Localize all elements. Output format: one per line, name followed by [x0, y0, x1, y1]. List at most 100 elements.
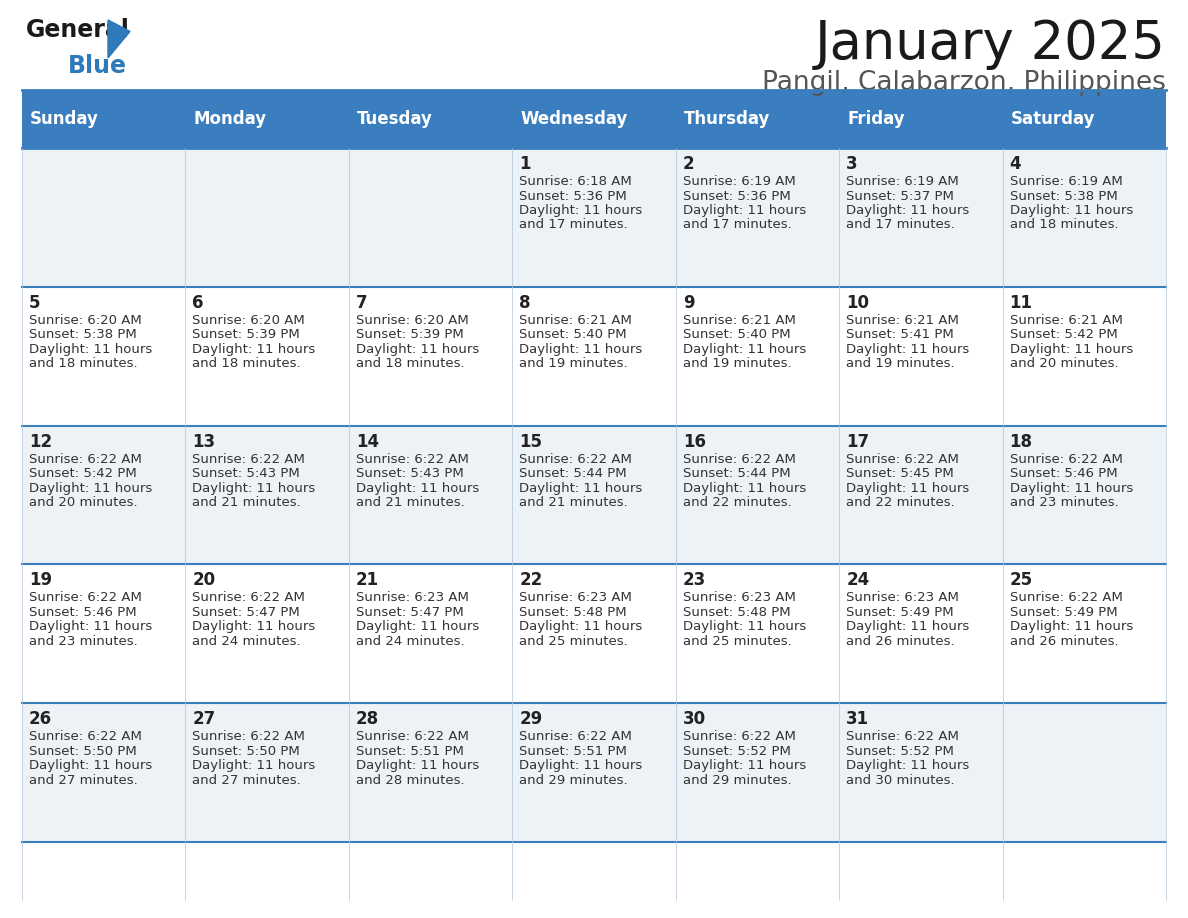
Text: 19: 19 — [29, 571, 52, 589]
Text: Sunset: 5:43 PM: Sunset: 5:43 PM — [192, 467, 301, 480]
Text: Sunset: 5:41 PM: Sunset: 5:41 PM — [846, 329, 954, 341]
Text: Sunrise: 6:22 AM: Sunrise: 6:22 AM — [683, 730, 796, 744]
Text: and 17 minutes.: and 17 minutes. — [846, 218, 955, 231]
Bar — [23, 565, 185, 703]
Text: 31: 31 — [846, 711, 870, 728]
Text: Daylight: 11 hours: Daylight: 11 hours — [1010, 204, 1133, 217]
Bar — [1003, 565, 1165, 703]
Text: and 23 minutes.: and 23 minutes. — [1010, 496, 1118, 509]
Text: and 19 minutes.: and 19 minutes. — [519, 357, 628, 370]
Text: and 17 minutes.: and 17 minutes. — [683, 218, 791, 231]
Text: Sunrise: 6:23 AM: Sunrise: 6:23 AM — [846, 591, 959, 604]
Text: Sunset: 5:47 PM: Sunset: 5:47 PM — [356, 606, 463, 619]
Bar — [349, 286, 512, 426]
Text: Sunrise: 6:21 AM: Sunrise: 6:21 AM — [846, 314, 959, 327]
Text: Sunrise: 6:22 AM: Sunrise: 6:22 AM — [356, 730, 469, 744]
Text: Daylight: 11 hours: Daylight: 11 hours — [192, 621, 316, 633]
Text: 2: 2 — [683, 155, 694, 173]
Text: 5: 5 — [29, 294, 40, 312]
Text: and 25 minutes.: and 25 minutes. — [683, 635, 791, 648]
Text: Daylight: 11 hours: Daylight: 11 hours — [846, 482, 969, 495]
Text: and 24 minutes.: and 24 minutes. — [356, 635, 465, 648]
Text: 17: 17 — [846, 432, 870, 451]
Text: and 21 minutes.: and 21 minutes. — [356, 496, 465, 509]
Text: and 24 minutes.: and 24 minutes. — [192, 635, 301, 648]
Text: and 26 minutes.: and 26 minutes. — [1010, 635, 1118, 648]
Text: Daylight: 11 hours: Daylight: 11 hours — [29, 759, 152, 772]
Text: Sunrise: 6:22 AM: Sunrise: 6:22 AM — [519, 730, 632, 744]
Text: 9: 9 — [683, 294, 694, 312]
Text: Daylight: 11 hours: Daylight: 11 hours — [683, 759, 805, 772]
Text: and 28 minutes.: and 28 minutes. — [356, 774, 465, 787]
Text: Pangil, Calabarzon, Philippines: Pangil, Calabarzon, Philippines — [763, 70, 1165, 96]
Text: Daylight: 11 hours: Daylight: 11 hours — [1010, 342, 1133, 356]
Bar — [512, 426, 676, 565]
Text: Sunset: 5:46 PM: Sunset: 5:46 PM — [29, 606, 137, 619]
Bar — [512, 703, 676, 842]
Bar — [185, 703, 349, 842]
Text: Sunset: 5:44 PM: Sunset: 5:44 PM — [519, 467, 627, 480]
Text: Daylight: 11 hours: Daylight: 11 hours — [356, 482, 479, 495]
Text: Daylight: 11 hours: Daylight: 11 hours — [192, 482, 316, 495]
Bar — [185, 148, 349, 286]
Text: Sunday: Sunday — [30, 110, 99, 128]
Bar — [349, 90, 512, 148]
Text: Sunrise: 6:19 AM: Sunrise: 6:19 AM — [683, 175, 796, 188]
Text: Daylight: 11 hours: Daylight: 11 hours — [683, 621, 805, 633]
Text: Daylight: 11 hours: Daylight: 11 hours — [683, 482, 805, 495]
Bar — [512, 286, 676, 426]
Text: 15: 15 — [519, 432, 542, 451]
Text: 6: 6 — [192, 294, 204, 312]
Text: Daylight: 11 hours: Daylight: 11 hours — [192, 759, 316, 772]
Text: Sunrise: 6:22 AM: Sunrise: 6:22 AM — [519, 453, 632, 465]
Text: Sunrise: 6:18 AM: Sunrise: 6:18 AM — [519, 175, 632, 188]
Text: Sunset: 5:42 PM: Sunset: 5:42 PM — [29, 467, 137, 480]
Text: Daylight: 11 hours: Daylight: 11 hours — [519, 482, 643, 495]
Bar — [676, 703, 839, 842]
Text: Wednesday: Wednesday — [520, 110, 627, 128]
Bar — [23, 426, 185, 565]
Text: Sunset: 5:40 PM: Sunset: 5:40 PM — [519, 329, 627, 341]
Text: and 26 minutes.: and 26 minutes. — [846, 635, 955, 648]
Text: Daylight: 11 hours: Daylight: 11 hours — [356, 342, 479, 356]
Text: 11: 11 — [1010, 294, 1032, 312]
Text: Daylight: 11 hours: Daylight: 11 hours — [356, 621, 479, 633]
Text: and 29 minutes.: and 29 minutes. — [519, 774, 628, 787]
Text: Sunset: 5:50 PM: Sunset: 5:50 PM — [192, 744, 301, 757]
Text: Tuesday: Tuesday — [356, 110, 432, 128]
Text: Daylight: 11 hours: Daylight: 11 hours — [683, 342, 805, 356]
Text: Daylight: 11 hours: Daylight: 11 hours — [519, 759, 643, 772]
Bar — [676, 286, 839, 426]
Text: Daylight: 11 hours: Daylight: 11 hours — [1010, 621, 1133, 633]
Bar — [349, 426, 512, 565]
Text: and 30 minutes.: and 30 minutes. — [846, 774, 955, 787]
Text: and 18 minutes.: and 18 minutes. — [29, 357, 138, 370]
Text: 22: 22 — [519, 571, 543, 589]
Text: and 22 minutes.: and 22 minutes. — [683, 496, 791, 509]
Text: Sunset: 5:43 PM: Sunset: 5:43 PM — [356, 467, 463, 480]
Bar — [676, 90, 839, 148]
Text: Sunrise: 6:23 AM: Sunrise: 6:23 AM — [683, 591, 796, 604]
Text: Daylight: 11 hours: Daylight: 11 hours — [29, 621, 152, 633]
Text: Sunrise: 6:20 AM: Sunrise: 6:20 AM — [356, 314, 468, 327]
Text: and 17 minutes.: and 17 minutes. — [519, 218, 628, 231]
Bar — [839, 426, 1003, 565]
Text: Daylight: 11 hours: Daylight: 11 hours — [846, 621, 969, 633]
Text: 20: 20 — [192, 571, 215, 589]
Bar — [349, 148, 512, 286]
Text: Sunrise: 6:22 AM: Sunrise: 6:22 AM — [29, 591, 141, 604]
Text: 13: 13 — [192, 432, 215, 451]
Text: Daylight: 11 hours: Daylight: 11 hours — [846, 204, 969, 217]
Text: Sunrise: 6:21 AM: Sunrise: 6:21 AM — [1010, 314, 1123, 327]
Text: 10: 10 — [846, 294, 870, 312]
Text: 3: 3 — [846, 155, 858, 173]
Text: Daylight: 11 hours: Daylight: 11 hours — [29, 482, 152, 495]
Text: Sunrise: 6:20 AM: Sunrise: 6:20 AM — [192, 314, 305, 327]
Bar — [1003, 286, 1165, 426]
Text: 26: 26 — [29, 711, 52, 728]
Text: Daylight: 11 hours: Daylight: 11 hours — [846, 759, 969, 772]
Bar — [23, 90, 185, 148]
Text: General: General — [26, 18, 129, 42]
Text: and 27 minutes.: and 27 minutes. — [192, 774, 302, 787]
Polygon shape — [108, 20, 129, 58]
